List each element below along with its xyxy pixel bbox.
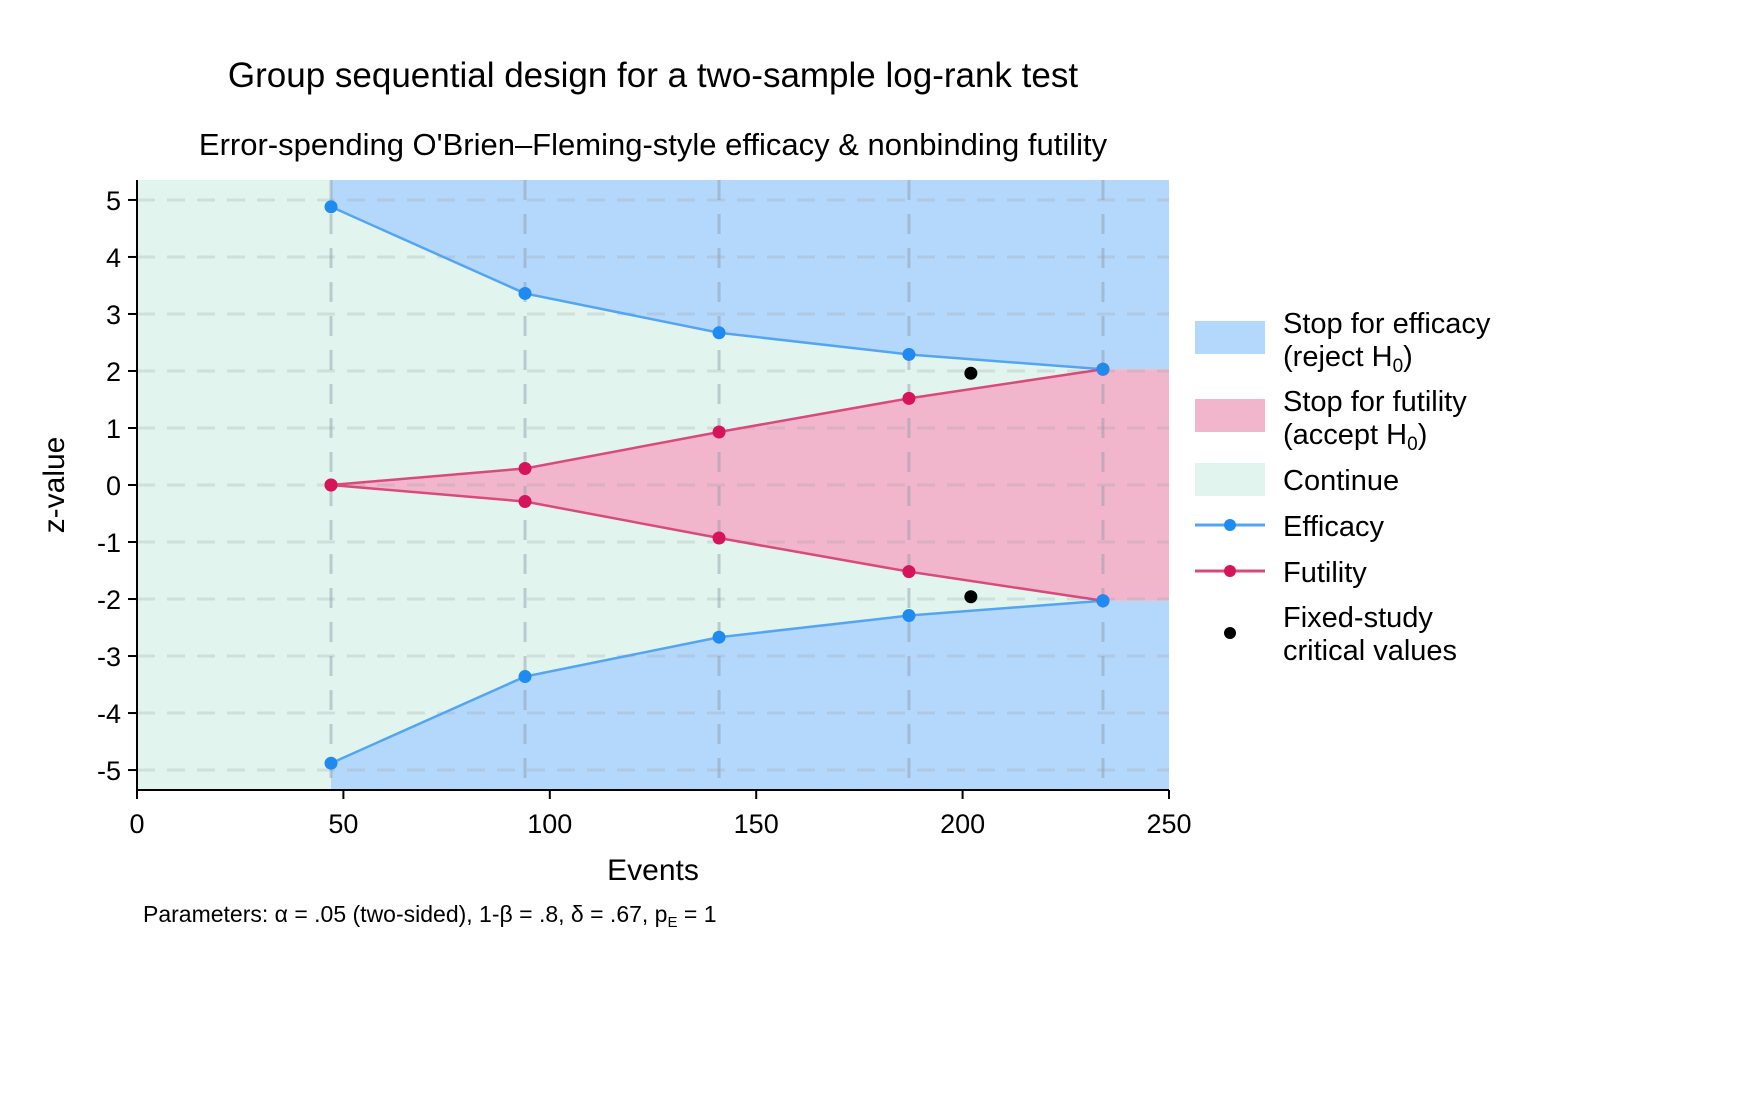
x-tick-label: 0 (129, 809, 144, 839)
legend-label-continue: Continue (1283, 465, 1399, 497)
futility-point (518, 495, 532, 509)
legend-fixed-point (1224, 627, 1236, 639)
efficacy-region-lower (331, 600, 1169, 790)
y-tick-label: 4 (106, 243, 121, 273)
fixed-study-point (964, 366, 978, 380)
futility-point (902, 391, 916, 405)
x-tick-label: 50 (328, 809, 358, 839)
efficacy-point (1096, 362, 1110, 376)
efficacy-point (712, 326, 726, 340)
legend-swatch-futility-region (1195, 399, 1265, 432)
y-tick-label: -1 (97, 528, 121, 558)
fixed-study-point (964, 590, 978, 604)
y-tick-label: 2 (106, 357, 121, 387)
plot-area: 5 4 3 2 1 0 -1 -2 -3 -4 -5 0 50 100 150 200 250 (97, 180, 1192, 839)
y-tick-label: -4 (97, 699, 121, 729)
futility-point (902, 565, 916, 579)
efficacy-point (902, 609, 916, 623)
y-axis-label: z-value (38, 437, 71, 534)
y-tick-label: 0 (106, 471, 121, 501)
efficacy-point (518, 286, 532, 300)
futility-point (712, 531, 726, 545)
y-tick-label: -3 (97, 642, 121, 672)
y-tick-label: -2 (97, 585, 121, 615)
legend-swatch-efficacy-region (1195, 321, 1265, 354)
futility-point (712, 425, 726, 439)
futility-point (324, 478, 338, 492)
legend-label-efficacy: Efficacy (1283, 511, 1385, 543)
y-tick-label: 5 (106, 186, 121, 216)
efficacy-point (1096, 594, 1110, 608)
efficacy-region-upper (331, 180, 1169, 370)
x-tick-label: 200 (940, 809, 985, 839)
y-tick-label: 1 (106, 414, 121, 444)
futility-region (331, 369, 1169, 601)
efficacy-point (324, 200, 338, 214)
legend-futility-point (1224, 565, 1236, 577)
legend-label-futility: Futility (1283, 557, 1367, 589)
x-tick-label: 100 (527, 809, 572, 839)
x-tick-label: 250 (1146, 809, 1191, 839)
legend-label-fixed-study: Fixed-study critical values (1283, 602, 1457, 667)
y-tick-label: -5 (97, 756, 121, 786)
y-tick-label: 3 (106, 300, 121, 330)
futility-point (518, 461, 532, 475)
efficacy-point (324, 756, 338, 770)
efficacy-point (518, 670, 532, 684)
parameters-note: Parameters: α = .05 (two-sided), 1-β = .… (143, 901, 717, 931)
x-tick-label: 150 (734, 809, 779, 839)
legend-efficacy-point (1224, 519, 1236, 531)
chart-title: Group sequential design for a two-sample… (228, 56, 1078, 95)
x-axis-label: Events (607, 854, 699, 887)
legend-label-futility-region: Stop for futility (accept H0) (1283, 386, 1467, 455)
chart-subtitle: Error-spending O'Brien–Fleming-style eff… (199, 127, 1108, 162)
legend: Stop for efficacy (reject H0) Stop for fu… (1195, 308, 1491, 667)
legend-label-efficacy-region: Stop for efficacy (reject H0) (1283, 308, 1491, 377)
legend-swatch-continue-region (1195, 463, 1265, 496)
efficacy-point (712, 630, 726, 644)
efficacy-point (902, 347, 916, 361)
